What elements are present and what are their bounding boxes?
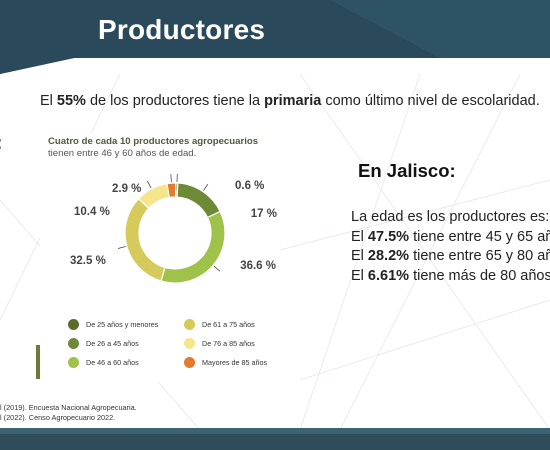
legend-swatch <box>68 338 79 349</box>
intro-percent: 55% <box>56 93 86 109</box>
slice-label: 10.4 % <box>74 206 110 218</box>
jalisco-stat-line: El 47.5% tiene entre 45 y 65 añ <box>351 228 550 248</box>
stat-prefix: El <box>351 267 368 284</box>
footer-band <box>0 428 550 450</box>
donut-slice <box>124 197 166 282</box>
leader-line <box>170 174 172 183</box>
stat-value: 28.2% <box>367 248 410 264</box>
left-heading-fragment: : <box>0 133 2 155</box>
page-title: Productores <box>98 14 266 45</box>
legend-item: De 25 años y menores <box>68 319 158 330</box>
legend-item: Mayores de 85 años <box>184 357 267 368</box>
donut-slice <box>137 182 170 210</box>
legend-item: De 46 a 60 años <box>68 357 139 368</box>
header-band <box>0 0 550 74</box>
intro-text: El <box>40 93 57 109</box>
stat-value: 47.5% <box>367 228 410 245</box>
leader-line <box>203 183 209 191</box>
jalisco-stats: La edad es los productores es: El 47.5% … <box>351 208 550 286</box>
legend-swatch <box>184 319 195 330</box>
donut-chart: 2.9 % 0.6 % 17 % 36.6 % 32.5 % 10.4 % <box>70 174 277 284</box>
source-line: l (2022). Censo Agropecuario 2022. <box>0 413 116 422</box>
legend-item: De 76 a 85 años <box>184 338 255 349</box>
legend-item: De 26 a 45 años <box>68 338 139 349</box>
stat-prefix: El <box>351 228 368 245</box>
legend-label: De 46 a 60 años <box>86 358 139 367</box>
donut-slice <box>176 182 221 219</box>
legend-label: De 61 a 75 años <box>202 320 255 329</box>
legend-label: Mayores de 85 años <box>202 358 268 367</box>
slice-label: 36.6 % <box>240 260 276 272</box>
jalisco-stat-line: El 6.61% tiene más de 80 años <box>351 267 550 287</box>
stat-suffix: tiene entre 45 y 65 añ <box>409 228 550 245</box>
intro-text: de los productores tiene la <box>85 93 265 109</box>
legend-label: De 76 a 85 años <box>202 339 255 348</box>
chart-title: Cuatro de cada 10 productores agropecuar… <box>48 136 259 147</box>
intro-sentence: El 55% de los productores tiene la prima… <box>40 93 550 109</box>
intro-level: primaria <box>264 93 322 109</box>
slice-label: 17 % <box>251 208 277 220</box>
donut-slice <box>160 210 226 284</box>
chart-subtitle: tienen entre 46 y 60 años de edad. <box>48 148 197 159</box>
legend-swatch <box>68 319 79 330</box>
slice-label: 0.6 % <box>235 180 264 192</box>
intro-text: como último nivel de escolaridad. <box>321 93 540 109</box>
legend-label: De 25 años y menores <box>86 320 159 329</box>
legend-swatch <box>184 338 195 349</box>
leader-line <box>146 180 152 189</box>
stat-suffix: tiene entre 65 y 80 añ <box>409 248 550 264</box>
age-chart-panel: Cuatro de cada 10 productores agropecuar… <box>40 133 280 383</box>
jalisco-heading: En Jalisco: <box>358 160 456 181</box>
stat-suffix: tiene más de 80 años <box>409 267 550 284</box>
sources: l (2019). Encuesta Nacional Agropecuaria… <box>0 403 137 423</box>
legend-swatch <box>184 357 195 368</box>
slice-label: 2.9 % <box>112 183 141 195</box>
stat-value: 6.61% <box>367 267 410 284</box>
leader-line <box>213 265 221 272</box>
legend-item: De 61 a 75 años <box>184 319 255 330</box>
stat-prefix: El <box>351 248 368 264</box>
leader-line <box>117 246 126 249</box>
legend-swatch <box>68 357 79 368</box>
jalisco-stat-line: El 28.2% tiene entre 65 y 80 añ <box>351 247 550 267</box>
legend-label: De 26 a 45 años <box>86 339 139 348</box>
jalisco-intro: La edad es los productores es: <box>351 209 550 225</box>
source-line: l (2019). Encuesta Nacional Agropecuaria… <box>0 403 137 412</box>
slice-label: 32.5 % <box>70 255 106 267</box>
